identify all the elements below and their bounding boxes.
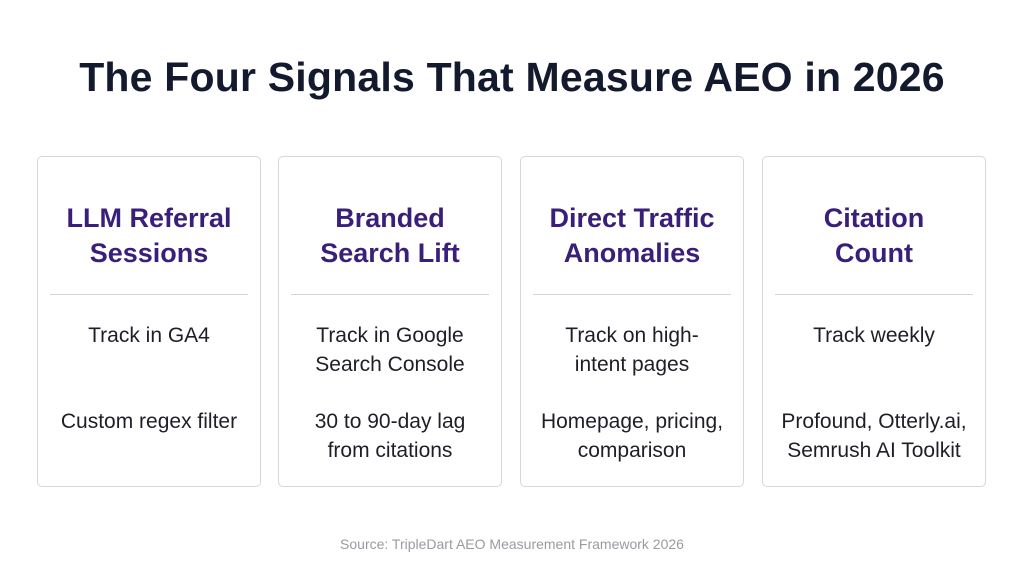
card-track-text: Track weekly: [763, 321, 985, 350]
card-title: Citation Count: [763, 201, 985, 271]
card-title-line: Search Lift: [320, 238, 460, 268]
card-detail-text: 30 to 90-day lag from citations: [279, 407, 501, 465]
card-title-line: Sessions: [89, 238, 209, 268]
card-divider: [50, 294, 248, 295]
card-title-line: Branded: [335, 203, 445, 233]
card-title-line: LLM Referral: [66, 203, 232, 233]
card-track-line: Track on high-: [565, 324, 699, 347]
card-title-line: Direct Traffic: [549, 203, 715, 233]
card-title-line: Citation: [823, 203, 925, 233]
card-track-text: Track on high- intent pages: [521, 321, 743, 379]
card-detail-text: Profound, Otterly.ai, Semrush AI Toolkit: [763, 407, 985, 465]
card-track-text: Track in Google Search Console: [279, 321, 501, 379]
card-track-line: Track in GA4: [88, 324, 210, 347]
card-title: Direct Traffic Anomalies: [521, 201, 743, 271]
source-caption: Source: TripleDart AEO Measurement Frame…: [340, 536, 684, 552]
card-detail-line: Semrush AI Toolkit: [787, 439, 961, 462]
card-title: Branded Search Lift: [279, 201, 501, 271]
card-track-line: Track in Google: [316, 324, 464, 347]
slide-title: The Four Signals That Measure AEO in 202…: [79, 54, 945, 100]
card-detail-line: from citations: [327, 439, 453, 462]
card-divider: [533, 294, 731, 295]
card-citation-count: Citation Count Track weekly Profound, Ot…: [762, 156, 986, 487]
card-title-line: Anomalies: [563, 238, 701, 268]
card-detail-text: Custom regex filter: [38, 407, 260, 436]
card-track-line: intent pages: [574, 353, 690, 376]
card-detail-line: Custom regex filter: [60, 410, 238, 433]
card-divider: [775, 294, 973, 295]
card-title-line: Count: [835, 238, 913, 268]
card-detail-line: comparison: [577, 439, 687, 462]
card-detail-text: Homepage, pricing, comparison: [521, 407, 743, 465]
card-track-line: Track weekly: [813, 324, 935, 347]
card-divider: [291, 294, 489, 295]
card-detail-line: 30 to 90-day lag: [314, 410, 466, 433]
card-title: LLM Referral Sessions: [38, 201, 260, 271]
card-track-line: Search Console: [315, 353, 465, 376]
card-track-text: Track in GA4: [38, 321, 260, 350]
card-detail-line: Profound, Otterly.ai,: [781, 410, 967, 433]
card-direct-traffic-anomalies: Direct Traffic Anomalies Track on high- …: [520, 156, 744, 487]
card-llm-referral-sessions: LLM Referral Sessions Track in GA4 Custo…: [37, 156, 261, 487]
signal-cards: LLM Referral Sessions Track in GA4 Custo…: [37, 156, 988, 489]
card-branded-search-lift: Branded Search Lift Track in Google Sear…: [278, 156, 502, 487]
card-detail-line: Homepage, pricing,: [540, 410, 724, 433]
